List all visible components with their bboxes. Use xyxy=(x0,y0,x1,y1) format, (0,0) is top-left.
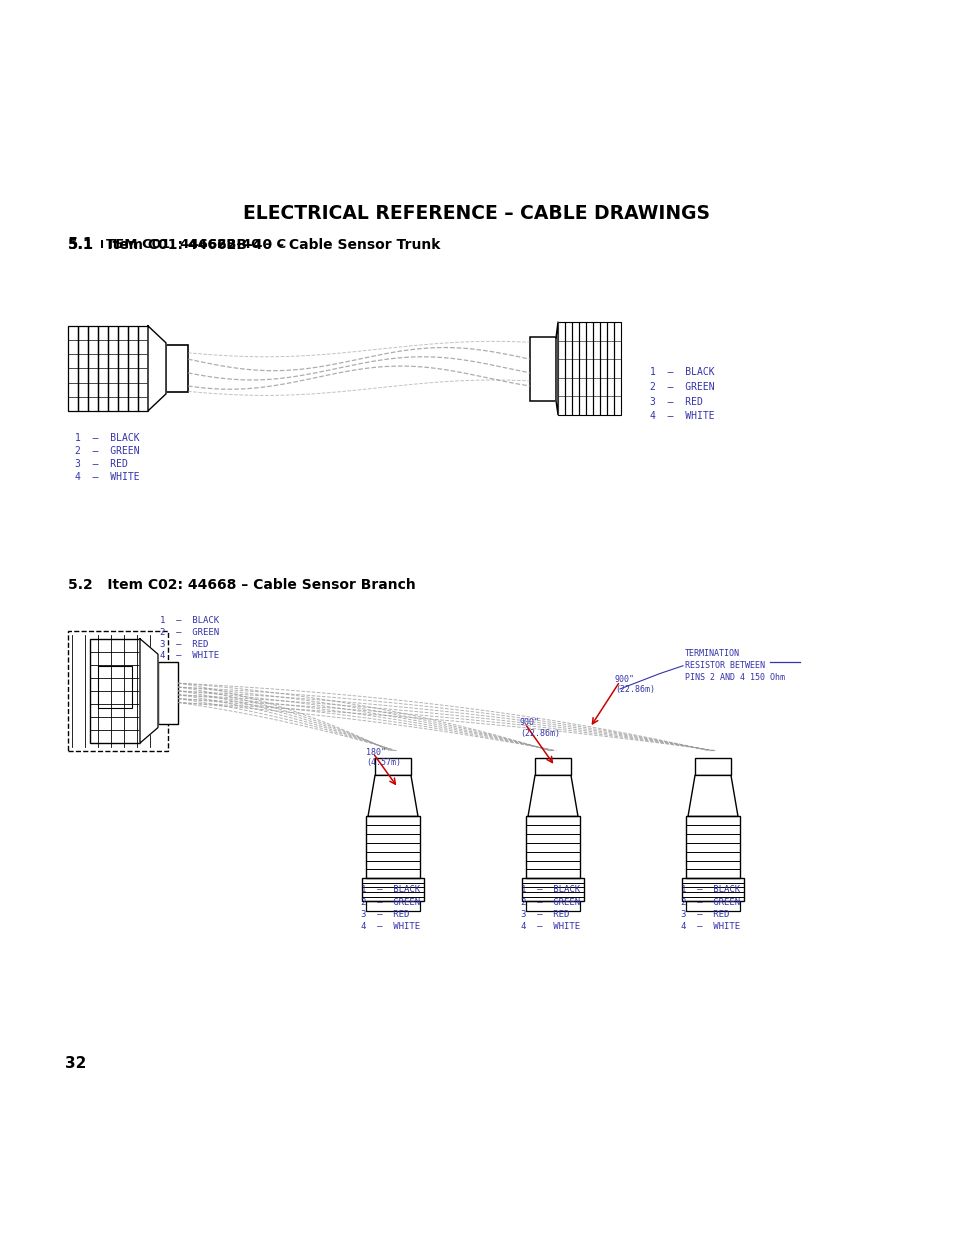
Bar xyxy=(585,322,593,415)
Text: 1  –  BLACK: 1 – BLACK xyxy=(160,616,219,625)
Text: 2  –  GREEN: 2 – GREEN xyxy=(520,898,579,906)
Text: 5.1   Item C01: 44662B-40 – Cable Sensor Trunk: 5.1 Item C01: 44662B-40 – Cable Sensor T… xyxy=(68,238,440,252)
Text: TEM C01: 44662B-40 – C: TEM C01: 44662B-40 – C xyxy=(106,238,286,251)
Bar xyxy=(68,326,78,411)
Bar xyxy=(593,322,599,415)
Text: 2  –  GREEN: 2 – GREEN xyxy=(75,446,139,456)
Polygon shape xyxy=(556,322,558,415)
Bar xyxy=(361,878,423,902)
Text: 4  –  WHITE: 4 – WHITE xyxy=(160,651,219,661)
Bar xyxy=(128,326,138,411)
Bar xyxy=(98,666,132,708)
Bar xyxy=(98,326,108,411)
Text: TERMINATION
RESISTOR BETWEEN
PINS 2 AND 4 150 Ohm: TERMINATION RESISTOR BETWEEN PINS 2 AND … xyxy=(684,650,784,682)
Text: 3  –  RED: 3 – RED xyxy=(680,910,729,919)
Bar xyxy=(78,326,88,411)
Text: 1  –  BLACK: 1 – BLACK xyxy=(520,885,579,894)
Text: 1  –  BLACK: 1 – BLACK xyxy=(649,367,714,377)
Bar xyxy=(366,902,419,910)
Bar xyxy=(599,322,606,415)
Bar xyxy=(685,902,740,910)
Polygon shape xyxy=(148,326,166,411)
Bar xyxy=(681,878,743,902)
Bar xyxy=(606,322,614,415)
Bar xyxy=(558,322,564,415)
Text: 3  –  RED: 3 – RED xyxy=(649,396,702,406)
Bar xyxy=(68,631,168,751)
Bar xyxy=(578,322,585,415)
Text: 1  –  BLACK: 1 – BLACK xyxy=(75,433,139,443)
Text: 4  –  WHITE: 4 – WHITE xyxy=(75,472,139,483)
Bar xyxy=(614,322,620,415)
Text: 3  –  RED: 3 – RED xyxy=(520,910,569,919)
Bar xyxy=(88,326,98,411)
Polygon shape xyxy=(527,776,578,816)
Bar xyxy=(564,322,572,415)
Text: 4  –  WHITE: 4 – WHITE xyxy=(360,923,419,931)
Text: 2  –  GREEN: 2 – GREEN xyxy=(649,382,714,391)
Bar xyxy=(685,816,740,878)
Text: 2  –  GREEN: 2 – GREEN xyxy=(680,898,740,906)
Bar xyxy=(166,346,188,391)
Bar xyxy=(108,326,118,411)
Text: 1  –  BLACK: 1 – BLACK xyxy=(360,885,419,894)
Bar xyxy=(695,758,730,776)
Text: 900"
(22.86m): 900" (22.86m) xyxy=(519,719,559,737)
Text: 2  –  GREEN: 2 – GREEN xyxy=(360,898,419,906)
Polygon shape xyxy=(140,638,158,743)
Bar xyxy=(118,326,128,411)
Text: ELECTRICAL REFERENCE – CABLE DRAWINGS: ELECTRICAL REFERENCE – CABLE DRAWINGS xyxy=(243,204,710,224)
Text: I: I xyxy=(100,240,104,249)
Bar xyxy=(521,878,583,902)
Bar xyxy=(535,758,571,776)
Text: 180"
(4.57m): 180" (4.57m) xyxy=(366,747,400,767)
Bar xyxy=(525,816,579,878)
Text: 4  –  WHITE: 4 – WHITE xyxy=(649,411,714,421)
Text: 5.2   Item C02: 44668 – Cable Sensor Branch: 5.2 Item C02: 44668 – Cable Sensor Branc… xyxy=(68,578,416,592)
Bar xyxy=(90,638,140,743)
Bar xyxy=(572,322,578,415)
Bar xyxy=(158,662,178,724)
Polygon shape xyxy=(368,776,417,816)
Bar xyxy=(375,758,411,776)
Text: 900"
(22.86m): 900" (22.86m) xyxy=(615,676,655,694)
Text: 5.1: 5.1 xyxy=(68,237,94,252)
Text: 32: 32 xyxy=(65,1056,87,1071)
Polygon shape xyxy=(687,776,738,816)
Text: 3  –  RED: 3 – RED xyxy=(360,910,409,919)
Bar xyxy=(525,902,579,910)
Text: 2  –  GREEN: 2 – GREEN xyxy=(160,629,219,637)
Text: 4  –  WHITE: 4 – WHITE xyxy=(520,923,579,931)
Text: 3  –  RED: 3 – RED xyxy=(160,640,208,648)
Text: 1  –  BLACK: 1 – BLACK xyxy=(680,885,740,894)
Text: 3  –  RED: 3 – RED xyxy=(75,459,128,469)
Text: 4  –  WHITE: 4 – WHITE xyxy=(680,923,740,931)
Bar xyxy=(138,326,148,411)
Bar xyxy=(366,816,419,878)
Bar xyxy=(530,337,556,401)
